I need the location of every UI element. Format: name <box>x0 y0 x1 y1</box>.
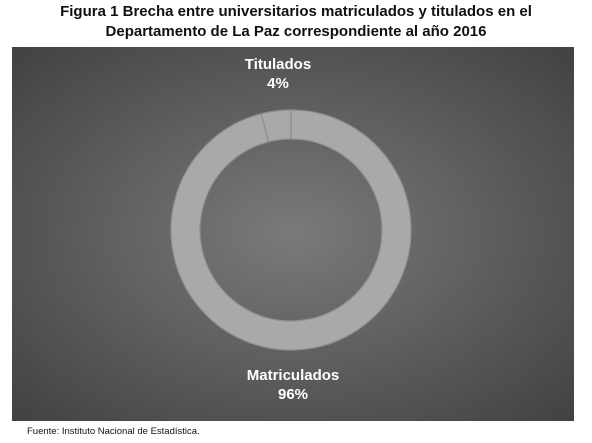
label-titulados: Titulados 4% <box>245 56 311 92</box>
chart-title-line2: Departamento de La Paz correspondiente a… <box>105 23 487 40</box>
donut-chart: Titulados 4% Matriculados 96% <box>12 47 574 421</box>
value-label-matriculados: 96% <box>278 386 308 403</box>
value-label-titulados: 4% <box>267 75 289 92</box>
donut-slice-matriculados <box>170 109 412 351</box>
chart-title-line1: Figura 1 Brecha entre universitarios mat… <box>60 3 532 20</box>
source-note: Fuente: Instituto Nacional de Estadístic… <box>27 426 200 437</box>
donut-slices <box>170 109 412 351</box>
chart-background <box>12 47 574 421</box>
category-label-matriculados: Matriculados <box>247 367 340 384</box>
label-matriculados: Matriculados 96% <box>247 367 340 403</box>
chart-area: Titulados 4% Matriculados 96% <box>12 47 574 421</box>
category-label-titulados: Titulados <box>245 56 311 73</box>
chart-title: Figura 1 Brecha entre universitarios mat… <box>0 2 592 42</box>
